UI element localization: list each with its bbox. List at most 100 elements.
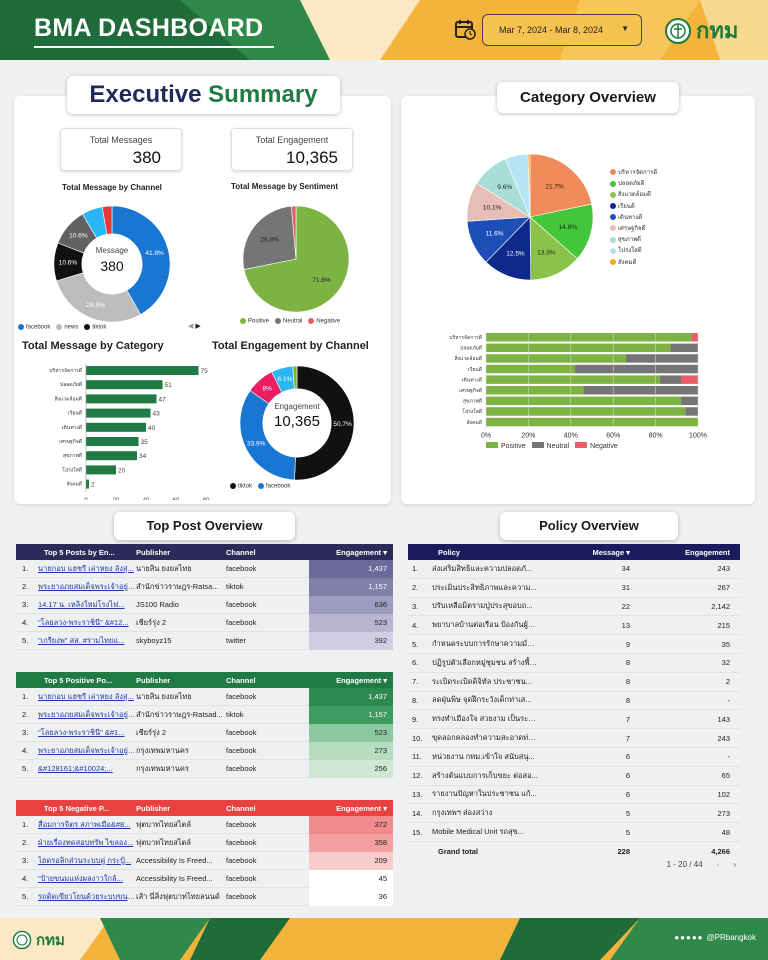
stacked-bar-segment[interactable] xyxy=(681,396,698,406)
stacked-bar-segment[interactable] xyxy=(486,333,692,342)
pie-slice[interactable] xyxy=(529,153,593,218)
pie-slice[interactable] xyxy=(242,205,297,270)
category-bar[interactable] xyxy=(86,465,116,475)
engagement-count: 215 xyxy=(717,620,730,630)
stacked-bar-segment[interactable] xyxy=(625,354,698,363)
col-header-engagement[interactable]: Engagement xyxy=(684,547,730,557)
stacked-bar-segment[interactable] xyxy=(486,407,686,416)
post-link[interactable]: 14.17 น. เหลิงใหม่โรงไฟ... xyxy=(38,599,125,609)
pie-slice[interactable] xyxy=(527,153,531,218)
legend-label: เรียนดี xyxy=(618,203,635,210)
post-link[interactable]: "เกรียงพ" สส. #รามไทยแ... xyxy=(38,635,125,645)
pie-slice[interactable] xyxy=(291,205,297,260)
legend-label: Negative xyxy=(590,443,618,450)
pie-slice[interactable] xyxy=(101,205,113,235)
post-link[interactable]: พระยาอภยสมเด็จพระเจ้าอยู่หั... xyxy=(38,581,136,591)
post-link[interactable]: "โลยลวง-พระราชินี" &#12... xyxy=(38,617,129,627)
message-count: 6 xyxy=(625,771,630,781)
col-header-engagement[interactable]: Engagement ▾ xyxy=(336,547,387,557)
col-header-post[interactable]: Top 5 Negative P... xyxy=(44,803,110,813)
category-chart-title: Total Message by Category xyxy=(22,340,164,352)
header-bar: BMA DASHBOARD Mar 7, 2024 - Mar 8, 2024 … xyxy=(0,0,768,60)
row-index: 15. xyxy=(412,827,423,837)
col-header-channel[interactable]: Channel xyxy=(226,675,256,685)
axis-tick-label: 80% xyxy=(649,432,663,439)
post-link[interactable]: พระยาอภยสมเด็จพระเจ้าอยู่หั... xyxy=(38,709,136,719)
post-link[interactable]: สื่อมการจิตร สภาพเมือ&#8... xyxy=(38,819,131,829)
category-bar[interactable] xyxy=(86,380,163,390)
calendar-icon[interactable] xyxy=(454,18,476,40)
pie-slice[interactable] xyxy=(529,203,594,260)
post-link[interactable]: พระยาอภยสมเด็จพระเจ้าอยู่หั... xyxy=(38,745,136,755)
engagement-count: 143 xyxy=(717,714,730,724)
col-header-channel[interactable]: Channel xyxy=(226,547,256,557)
category-bar[interactable] xyxy=(86,408,151,418)
pie-slice[interactable] xyxy=(292,365,298,390)
bar-value-label: 51 xyxy=(165,382,173,389)
col-header-post[interactable]: Top 5 Positive Po... xyxy=(44,675,113,685)
legend-label: facebook xyxy=(266,483,291,490)
post-link[interactable]: "ป้ายขนมแห่งผลงาวใกล้... xyxy=(38,873,123,883)
policy-row: 11. หน่วยงาน กทม.เข้าใจ สนับสนุ... 6 - xyxy=(408,748,740,767)
legend-label: Neutral xyxy=(283,318,303,325)
col-header-publisher[interactable]: Publisher xyxy=(136,803,171,813)
col-header-publisher[interactable]: Publisher xyxy=(136,675,171,685)
bar-value-label: 2 xyxy=(91,482,95,489)
stacked-bar-segment[interactable] xyxy=(691,333,698,342)
post-link[interactable]: ไฮดรอลิกส่วนระบบคู่ กระปู้... xyxy=(38,855,132,865)
stacked-bar-segment[interactable] xyxy=(486,386,584,395)
stacked-bar-segment[interactable] xyxy=(575,364,698,374)
stacked-bar-segment[interactable] xyxy=(486,364,576,374)
pie-slice[interactable] xyxy=(239,390,296,481)
category-bar[interactable] xyxy=(86,437,139,446)
category-bar[interactable] xyxy=(86,366,199,375)
social-media-icons[interactable]: ●●●●● xyxy=(674,933,704,942)
col-header-post[interactable]: Top 5 Posts by En... xyxy=(44,547,115,557)
pager-next-icon[interactable]: › xyxy=(733,860,736,869)
post-link[interactable]: &#128161;&#10024;... xyxy=(38,764,113,773)
category-label: เศรษฐกิจดี xyxy=(459,387,482,394)
date-range-picker[interactable]: Mar 7, 2024 - Mar 8, 2024 ▼ xyxy=(482,14,642,46)
stacked-bar-segment[interactable] xyxy=(670,343,698,353)
stacked-bar-segment[interactable] xyxy=(681,375,698,384)
col-header-publisher[interactable]: Publisher xyxy=(136,547,171,557)
policy-grand-total-row: Grand total 228 4,266 xyxy=(408,842,740,862)
post-link[interactable]: ฝ่ายเรื่องทดสอบทรัพ ไขลอง... xyxy=(38,837,134,847)
stacked-bar-segment[interactable] xyxy=(486,375,660,384)
stacked-bar-segment[interactable] xyxy=(685,407,698,416)
donut-center-label: Engagement xyxy=(274,402,320,411)
category-bar[interactable] xyxy=(86,394,157,404)
post-link[interactable]: "โลยลวง-พระราชินี" &#1... xyxy=(38,727,125,737)
stacked-bar-segment[interactable] xyxy=(583,386,698,395)
col-header-channel[interactable]: Channel xyxy=(226,803,256,813)
category-bar[interactable] xyxy=(86,451,137,461)
pie-slice[interactable] xyxy=(294,365,355,481)
post-link[interactable]: รถติดเขียวโยนด้วยระบบขนา... xyxy=(38,891,136,901)
stacked-bar-segment[interactable] xyxy=(486,396,682,406)
policy-row: 15. Mobile Medical Unit รถสุข... 5 48 xyxy=(408,823,740,842)
post-link[interactable]: นายกอบ แฮชรี เล่าหยง ลังสุ... xyxy=(38,691,134,701)
kpi-value: 380 xyxy=(132,148,161,167)
category-bar[interactable] xyxy=(86,479,89,489)
col-header-policy[interactable]: Policy xyxy=(438,547,461,557)
col-header-message[interactable]: Message ▾ xyxy=(592,547,630,557)
legend-item: ปลอดภัยดี xyxy=(610,179,657,190)
axis-tick-label: 0 xyxy=(84,498,88,500)
pie-slice[interactable] xyxy=(56,272,141,323)
stacked-bar-segment[interactable] xyxy=(486,354,626,363)
category-bar[interactable] xyxy=(86,422,146,432)
pie-slice[interactable] xyxy=(111,205,171,315)
col-header-engagement[interactable]: Engagement ▾ xyxy=(336,803,387,813)
pager-prev-icon[interactable]: ‹ xyxy=(716,860,720,869)
col-header-engagement[interactable]: Engagement ▾ xyxy=(336,675,387,685)
pie-slice[interactable] xyxy=(243,205,350,313)
post-link[interactable]: นายกอบ แฮชรี เล่าหยง ลังสุ... xyxy=(38,563,134,573)
stacked-bar-segment[interactable] xyxy=(486,417,698,427)
stacked-bar-segment[interactable] xyxy=(659,375,682,384)
message-count: 8 xyxy=(625,658,630,668)
legend-dot xyxy=(610,236,616,243)
stacked-bar-segment[interactable] xyxy=(486,343,671,353)
legend-pager-arrows[interactable]: ◀ ▶ xyxy=(188,323,201,330)
legend-label: ปลอดภัยดี xyxy=(618,181,645,188)
policy-row: 2. ประเมินประสิทธิภาพและความ... 31 267 xyxy=(408,579,740,598)
